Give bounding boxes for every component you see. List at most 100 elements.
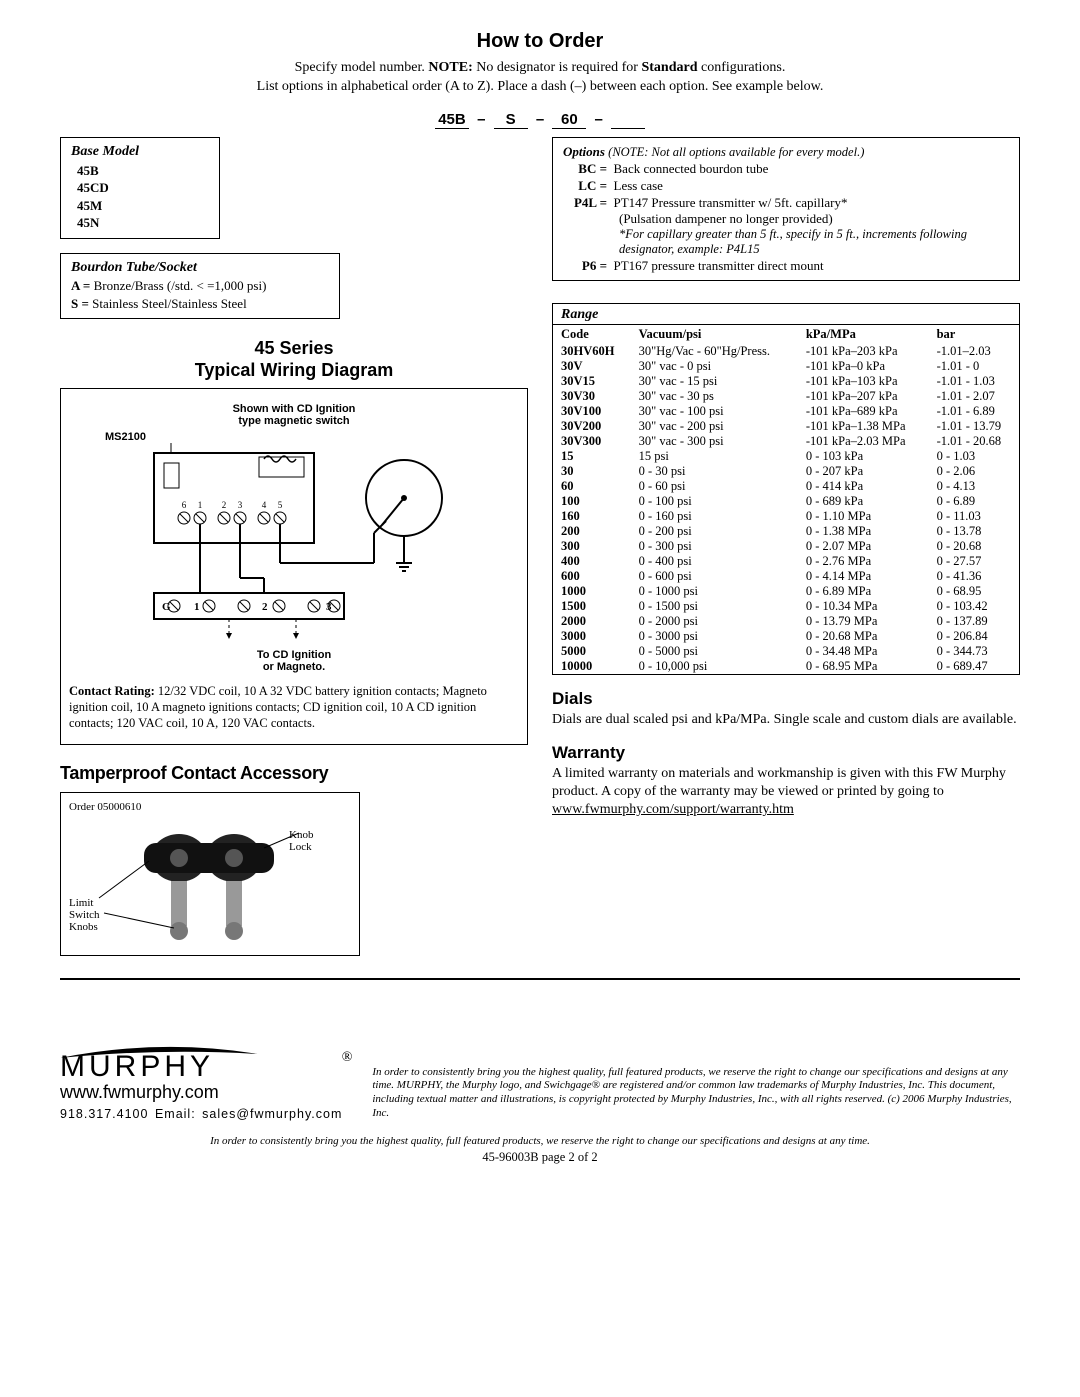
range-cell: -101 kPa–1.38 MPa bbox=[798, 419, 929, 434]
range-cell: 0 - 20.68 MPa bbox=[798, 629, 929, 644]
range-cell: 30" vac - 200 psi bbox=[631, 419, 798, 434]
range-cell: 30"Hg/Vac - 60"Hg/Press. bbox=[631, 344, 798, 359]
range-cell: 30 bbox=[553, 464, 631, 479]
option-bc: BC = Back connected bourdon tube bbox=[563, 161, 1009, 177]
wiring-box: Shown with CD Ignitiontype magnetic swit… bbox=[60, 388, 528, 745]
range-cell: 0 - 1.03 bbox=[929, 449, 1019, 464]
page-number: 45-96003B page 2 of 2 bbox=[60, 1150, 1020, 1165]
svg-text:2: 2 bbox=[222, 500, 227, 510]
designator-segment: 45B bbox=[435, 111, 469, 129]
range-cell: 0 - 414 kPa bbox=[798, 479, 929, 494]
range-cell: 0 - 207 kPa bbox=[798, 464, 929, 479]
bourdon-s: S = Stainless Steel/Stainless Steel bbox=[71, 296, 329, 312]
range-cell: 30" vac - 100 psi bbox=[631, 404, 798, 419]
range-cell: 30HV60H bbox=[553, 344, 631, 359]
svg-text:1: 1 bbox=[194, 601, 200, 613]
range-cell: 0 - 20.68 bbox=[929, 539, 1019, 554]
range-cell: -1.01 - 1.03 bbox=[929, 374, 1019, 389]
range-cell: -1.01 - 6.89 bbox=[929, 404, 1019, 419]
range-cell: 30V100 bbox=[553, 404, 631, 419]
intro-text: configurations. bbox=[698, 60, 786, 75]
range-cell: 0 - 27.57 bbox=[929, 554, 1019, 569]
range-cell: 0 - 689 kPa bbox=[798, 494, 929, 509]
footer: MURPHY ® www.fwmurphy.com 918.317.4100 E… bbox=[60, 1050, 1020, 1165]
range-cell: 0 - 10,000 psi bbox=[631, 659, 798, 674]
range-cell: 0 - 600 psi bbox=[631, 569, 798, 584]
table-row: 2000 - 200 psi0 - 1.38 MPa0 - 13.78 bbox=[553, 524, 1019, 539]
range-cell: -101 kPa–103 kPa bbox=[798, 374, 929, 389]
range-header: kPa/MPa bbox=[798, 325, 929, 344]
contact-rating: Contact Rating: 12/32 VDC coil, 10 A 32 … bbox=[69, 683, 519, 732]
range-cell: 2000 bbox=[553, 614, 631, 629]
range-cell: 30" vac - 15 psi bbox=[631, 374, 798, 389]
range-cell: 0 - 13.78 bbox=[929, 524, 1019, 539]
range-cell: 0 - 41.36 bbox=[929, 569, 1019, 584]
range-cell: 0 - 60 psi bbox=[631, 479, 798, 494]
range-cell: 200 bbox=[553, 524, 631, 539]
table-row: 30V1530" vac - 15 psi-101 kPa–103 kPa-1.… bbox=[553, 374, 1019, 389]
tamper-order: Order 05000610 bbox=[69, 801, 351, 813]
range-cell: -1.01 - 0 bbox=[929, 359, 1019, 374]
wiring-sub: Shown with CD Ignitiontype magnetic swit… bbox=[69, 403, 519, 427]
range-cell: -1.01 - 2.07 bbox=[929, 389, 1019, 404]
svg-text:4: 4 bbox=[262, 500, 267, 510]
range-cell: 0 - 160 psi bbox=[631, 509, 798, 524]
footer-contact: 918.317.4100 Email: sales@fwmurphy.com bbox=[60, 1107, 342, 1121]
table-row: 6000 - 600 psi0 - 4.14 MPa0 - 41.36 bbox=[553, 569, 1019, 584]
option-lc: LC = Less case bbox=[563, 178, 1009, 194]
dials-title: Dials bbox=[552, 689, 1020, 709]
range-cell: 30" vac - 0 psi bbox=[631, 359, 798, 374]
range-header: Vacuum/psi bbox=[631, 325, 798, 344]
svg-text:G: G bbox=[162, 601, 171, 613]
range-cell: 0 - 1500 psi bbox=[631, 599, 798, 614]
range-cell: 0 - 2.06 bbox=[929, 464, 1019, 479]
table-row: 3000 - 300 psi0 - 2.07 MPa0 - 20.68 bbox=[553, 539, 1019, 554]
range-cell: 0 - 6.89 bbox=[929, 494, 1019, 509]
range-cell: 30V bbox=[553, 359, 631, 374]
range-title: Range bbox=[553, 304, 1019, 325]
tamper-limit-label: LimitSwitchKnobs bbox=[69, 897, 100, 933]
table-row: 4000 - 400 psi0 - 2.76 MPa0 - 27.57 bbox=[553, 554, 1019, 569]
table-row: 30V30" vac - 0 psi-101 kPa–0 kPa-1.01 - … bbox=[553, 359, 1019, 374]
logo-area: MURPHY ® www.fwmurphy.com 918.317.4100 E… bbox=[60, 1050, 342, 1121]
logo-swoosh-icon bbox=[60, 1044, 260, 1060]
table-row: 30V10030" vac - 100 psi-101 kPa–689 kPa-… bbox=[553, 404, 1019, 419]
range-cell: -1.01–2.03 bbox=[929, 344, 1019, 359]
range-cell: 0 - 344.73 bbox=[929, 644, 1019, 659]
range-cell: -101 kPa–689 kPa bbox=[798, 404, 929, 419]
table-row: 1515 psi0 - 103 kPa0 - 1.03 bbox=[553, 449, 1019, 464]
range-table: CodeVacuum/psikPa/MPabar 30HV60H30"Hg/Va… bbox=[553, 325, 1019, 674]
range-cell: 160 bbox=[553, 509, 631, 524]
range-cell: -101 kPa–0 kPa bbox=[798, 359, 929, 374]
option-p4l-note: *For capillary greater than 5 ft., speci… bbox=[563, 227, 1009, 257]
designator-dash: – bbox=[536, 111, 544, 128]
table-row: 1600 - 160 psi0 - 1.10 MPa0 - 11.03 bbox=[553, 509, 1019, 524]
range-cell: 600 bbox=[553, 569, 631, 584]
intro-line-1: Specify model number. NOTE: No designato… bbox=[60, 59, 1020, 78]
range-cell: 0 - 34.48 MPa bbox=[798, 644, 929, 659]
base-model-item: 45CD bbox=[77, 179, 209, 197]
designator-segment: 60 bbox=[552, 111, 586, 129]
range-cell: 0 - 2.76 MPa bbox=[798, 554, 929, 569]
bourdon-a: A = Bronze/Brass (/std. < =1,000 psi) bbox=[71, 278, 329, 294]
range-cell: 15 bbox=[553, 449, 631, 464]
range-cell: 0 - 6.89 MPa bbox=[798, 584, 929, 599]
range-cell: 15 psi bbox=[631, 449, 798, 464]
table-row: 10000 - 1000 psi0 - 6.89 MPa0 - 68.95 bbox=[553, 584, 1019, 599]
table-row: 30V30030" vac - 300 psi-101 kPa–2.03 MPa… bbox=[553, 434, 1019, 449]
bourdon-title: Bourdon Tube/Socket bbox=[71, 260, 329, 276]
designator-dash: – bbox=[477, 111, 485, 128]
base-model-item: 45N bbox=[77, 214, 209, 232]
options-title: Options bbox=[563, 144, 605, 159]
table-row: 50000 - 5000 psi0 - 34.48 MPa0 - 344.73 bbox=[553, 644, 1019, 659]
base-model-title: Base Model bbox=[71, 144, 209, 160]
base-model-box: Base Model 45B45CD45M45N bbox=[60, 137, 220, 239]
warranty-link[interactable]: www.fwmurphy.com/support/warranty.htm bbox=[552, 802, 794, 817]
range-cell: 400 bbox=[553, 554, 631, 569]
intro-standard-bold: Standard bbox=[641, 60, 697, 75]
range-cell: 0 - 300 psi bbox=[631, 539, 798, 554]
range-cell: 0 - 4.14 MPa bbox=[798, 569, 929, 584]
range-cell: 0 - 68.95 bbox=[929, 584, 1019, 599]
footer-note: In order to consistently bring you the h… bbox=[60, 1135, 1020, 1147]
range-cell: 0 - 4.13 bbox=[929, 479, 1019, 494]
